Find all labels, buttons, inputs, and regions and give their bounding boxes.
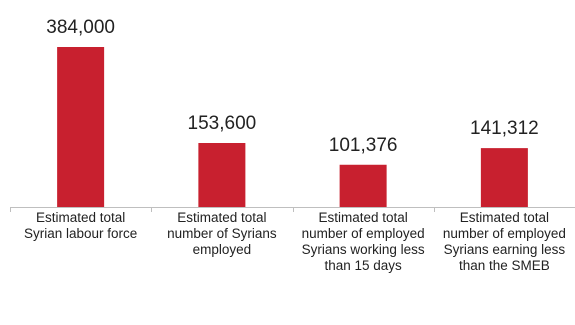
bar bbox=[480, 148, 528, 207]
category-label: Estimated total number of employed Syria… bbox=[442, 210, 566, 273]
category-label: Estimated total number of employed Syria… bbox=[301, 210, 425, 273]
category-ticks-layer bbox=[10, 207, 435, 212]
bar bbox=[339, 164, 387, 207]
bar-value-label: 153,600 bbox=[188, 113, 257, 134]
bar bbox=[57, 47, 105, 207]
value-labels-layer: 384,000 153,600 101,376 141,312 bbox=[46, 17, 538, 156]
bar bbox=[198, 143, 246, 207]
bar-value-label: 101,376 bbox=[329, 135, 398, 156]
category-label: Estimated total Syrian labour force bbox=[23, 210, 138, 241]
bar-value-label: 141,312 bbox=[470, 118, 539, 139]
bars-layer bbox=[57, 47, 528, 207]
bar-value-label: 384,000 bbox=[46, 17, 115, 38]
category-label: Estimated total number of Syrians employ… bbox=[167, 210, 277, 257]
